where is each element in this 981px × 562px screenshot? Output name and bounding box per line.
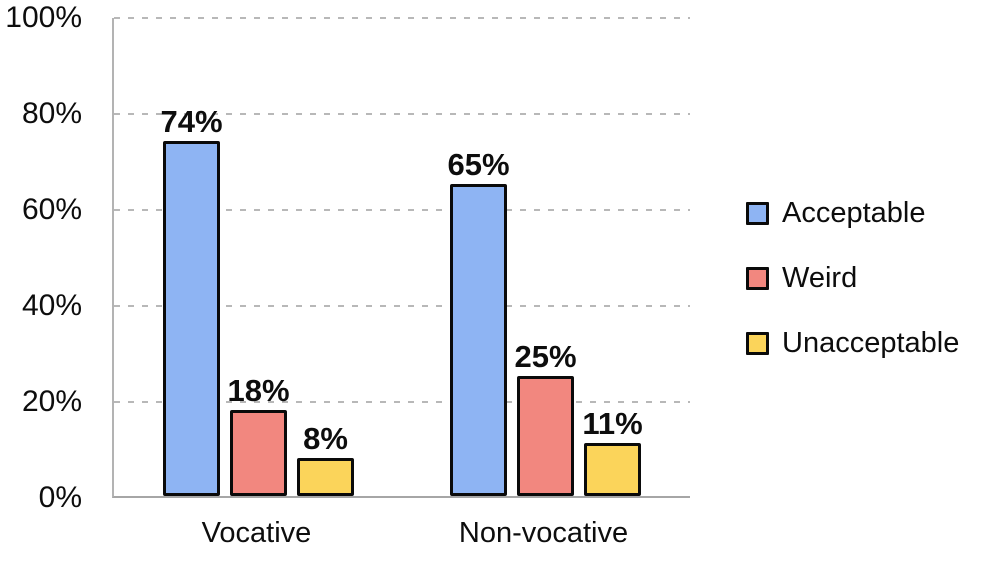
bar-acceptable: 65% [447,149,510,496]
legend-label: Acceptable [782,197,926,229]
bar-value-label: 74% [160,104,223,139]
legend-item-weird: Weird [746,264,959,293]
plot-area: 74% 18% 8% 65% 25% 11% [112,17,690,498]
bar-value-label: 65% [447,147,510,182]
bar-acceptable: 74% [160,106,223,496]
y-axis: 100% 80% 60% 40% 20% 0% [0,0,82,562]
bar-group-non-vocative: 65% 25% 11% [447,18,643,496]
y-tick-label: 20% [21,385,82,418]
legend-swatch-acceptable [746,202,769,225]
legend-item-unacceptable: Unacceptable [746,329,959,358]
y-tick-label: 60% [21,193,82,226]
gridline [114,113,690,115]
gridline [114,401,690,403]
legend: Acceptable Weird Unacceptable [746,199,959,358]
legend-item-acceptable: Acceptable [746,199,959,228]
bar-unacceptable: 11% [582,408,643,496]
legend-swatch-unacceptable [746,332,769,355]
bar-group-vocative: 74% 18% 8% [160,18,354,496]
x-tick-label-vocative: Vocative [201,517,312,549]
gridline [114,305,690,307]
bar-value-label: 18% [227,373,290,408]
bar-value-label: 25% [514,339,577,374]
x-tick-label-non-vocative: Non-vocative [458,517,629,549]
y-tick-label: 40% [21,289,82,322]
bar-weird: 18% [227,375,290,496]
gridline [114,209,690,211]
bar-value-label: 11% [582,406,643,441]
y-tick-label: 80% [21,97,82,130]
legend-swatch-weird [746,267,769,290]
gridline [114,17,690,19]
bar-value-label: 8% [303,421,348,456]
legend-label: Weird [782,262,858,294]
bar-unacceptable: 8% [297,423,354,496]
y-tick-label: 100% [5,1,82,34]
y-tick-label: 0% [38,481,82,514]
bar-weird: 25% [514,341,577,496]
legend-label: Unacceptable [782,327,960,359]
